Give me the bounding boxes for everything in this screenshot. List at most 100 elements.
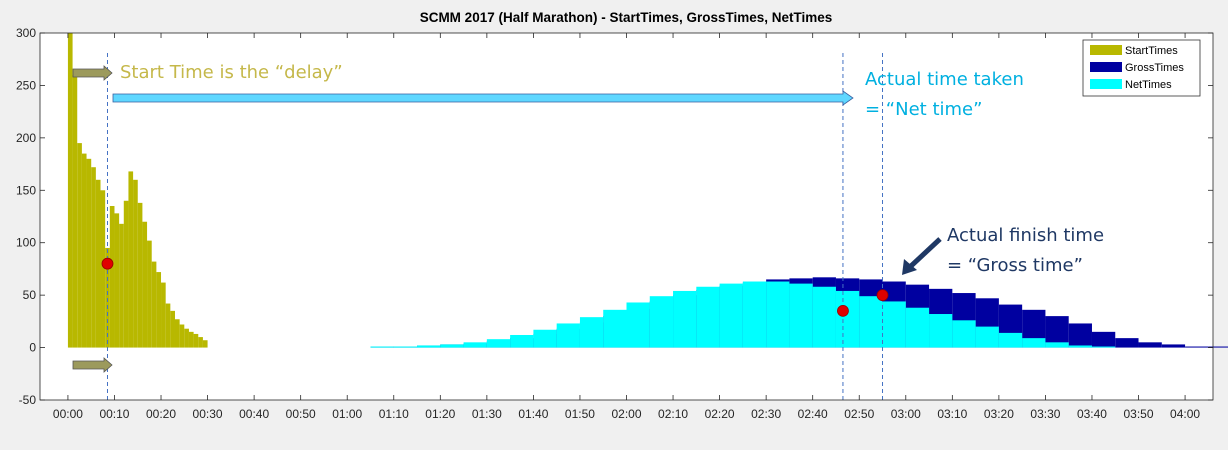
bar-nettimes-4 xyxy=(463,342,487,348)
chart-title: SCMM 2017 (Half Marathon) - StartTimes, … xyxy=(420,10,833,25)
bar-nettimes-8 xyxy=(556,323,580,348)
x-tick-label-12: 02:00 xyxy=(611,407,641,421)
x-tick-label-18: 03:00 xyxy=(891,407,921,421)
x-tick-label-5: 00:50 xyxy=(286,407,316,421)
x-tick-label-0: 00:00 xyxy=(53,407,83,421)
bar-starttimes-25 xyxy=(184,328,189,348)
y-tick-label-4: 150 xyxy=(16,183,36,197)
start-delay-arrow-bottom xyxy=(72,357,113,373)
x-tick-label-2: 00:20 xyxy=(146,407,176,421)
bar-starttimes-18 xyxy=(151,261,157,348)
start-delay-arrow-top xyxy=(72,65,113,81)
bar-nettimes-3 xyxy=(440,344,464,348)
bar-nettimes-15 xyxy=(719,283,743,348)
legend-swatch-starttimes xyxy=(1090,45,1122,55)
y-tick-label-7: 300 xyxy=(16,26,36,40)
y-tick-label-1: 0 xyxy=(29,341,36,355)
legend-swatch-nettimes xyxy=(1090,79,1122,89)
marker-point-2 xyxy=(876,289,889,302)
markers xyxy=(101,257,889,317)
legend-label-grosstimes: GrossTimes xyxy=(1125,62,1184,74)
x-tick-label-24: 04:00 xyxy=(1170,407,1200,421)
legend-label-starttimes: StartTimes xyxy=(1125,45,1178,57)
bar-starttimes-22 xyxy=(170,310,175,348)
bar-starttimes-17 xyxy=(147,240,152,348)
bar-starttimes-29 xyxy=(202,340,208,348)
bar-starttimes-7 xyxy=(100,190,106,348)
legend-label-nettimes: NetTimes xyxy=(1125,79,1172,91)
y-tick-label-2: 50 xyxy=(23,288,37,302)
reference-lines xyxy=(106,53,884,400)
bar-nettimes-24 xyxy=(929,314,953,348)
bar-starttimes-10 xyxy=(114,213,120,348)
x-tick-label-22: 03:40 xyxy=(1077,407,1107,421)
bar-nettimes-30 xyxy=(1068,345,1092,348)
bar-nettimes-27 xyxy=(998,332,1023,348)
bar-nettimes-5 xyxy=(486,339,511,348)
marker-point-0 xyxy=(101,257,114,270)
bar-nettimes-17 xyxy=(766,281,790,348)
bar-starttimes-8 xyxy=(105,247,110,348)
x-tick-label-1: 00:10 xyxy=(99,407,129,421)
x-tick-label-6: 01:00 xyxy=(332,407,362,421)
bar-nettimes-25 xyxy=(952,320,976,348)
bar-starttimes-27 xyxy=(193,333,199,348)
y-tick-label-3: 100 xyxy=(16,236,36,250)
bar-starttimes-19 xyxy=(156,272,162,348)
bar-starttimes-12 xyxy=(123,200,129,348)
x-tick-label-11: 01:50 xyxy=(565,407,595,421)
bar-nettimes-9 xyxy=(579,317,604,348)
x-tick-label-9: 01:30 xyxy=(472,407,502,421)
bar-nettimes-6 xyxy=(510,334,534,348)
bar-grosstimes-34 xyxy=(1161,344,1186,348)
annotation-gross-1: Actual finish time xyxy=(947,225,1104,246)
bar-starttimes-15 xyxy=(137,202,143,348)
annotation-net-2: = “Net time” xyxy=(865,99,982,120)
bar-grosstimes-31 xyxy=(1091,331,1116,348)
bar-nettimes-1 xyxy=(393,346,418,348)
bar-starttimes-4 xyxy=(86,158,92,348)
x-tick-label-13: 02:10 xyxy=(658,407,688,421)
bar-nettimes-31 xyxy=(1091,346,1116,348)
bar-grosstimes-36 xyxy=(1208,346,1228,348)
gross-time-arrow-shaft xyxy=(909,237,942,268)
x-tick-label-21: 03:30 xyxy=(1030,407,1060,421)
y-tick-label-5: 200 xyxy=(16,131,36,145)
bar-starttimes-3 xyxy=(81,153,87,348)
bar-starttimes-20 xyxy=(161,282,166,348)
x-tick-label-3: 00:30 xyxy=(193,407,223,421)
x-tick-label-4: 00:40 xyxy=(239,407,269,421)
bar-nettimes-16 xyxy=(742,281,767,348)
x-tick-label-14: 02:20 xyxy=(705,407,735,421)
annotations: Start Time is the “delay” Actual time ta… xyxy=(72,62,1104,373)
x-tick-label-16: 02:40 xyxy=(798,407,828,421)
bar-grosstimes-30 xyxy=(1068,323,1092,348)
bar-nettimes-21 xyxy=(859,296,883,348)
bar-nettimes-23 xyxy=(905,307,930,348)
x-tick-label-8: 01:20 xyxy=(425,407,455,421)
bar-nettimes-10 xyxy=(603,309,627,348)
legend: StartTimes GrossTimes NetTimes xyxy=(1082,39,1201,97)
bar-nettimes-0 xyxy=(370,346,394,348)
marker-point-1 xyxy=(837,304,849,317)
bar-nettimes-18 xyxy=(789,283,813,348)
bar-starttimes-26 xyxy=(188,331,194,348)
bar-starttimes-9 xyxy=(109,206,115,348)
bar-nettimes-22 xyxy=(882,301,906,348)
bar-nettimes-2 xyxy=(417,345,441,348)
bar-nettimes-7 xyxy=(533,329,557,348)
x-tick-label-15: 02:30 xyxy=(751,407,781,421)
x-tick-label-20: 03:20 xyxy=(984,407,1014,421)
bar-nettimes-11 xyxy=(626,302,650,348)
x-tick-label-23: 03:50 xyxy=(1124,407,1154,421)
bar-starttimes-5 xyxy=(91,167,96,348)
bar-starttimes-23 xyxy=(174,319,180,348)
bar-nettimes-28 xyxy=(1022,338,1046,348)
annotation-start: Start Time is the “delay” xyxy=(120,62,343,83)
bar-nettimes-12 xyxy=(649,296,674,348)
bar-starttimes-2 xyxy=(77,143,82,348)
bar-starttimes-16 xyxy=(142,221,148,348)
bar-starttimes-1 xyxy=(72,74,78,348)
bar-starttimes-11 xyxy=(119,223,124,348)
